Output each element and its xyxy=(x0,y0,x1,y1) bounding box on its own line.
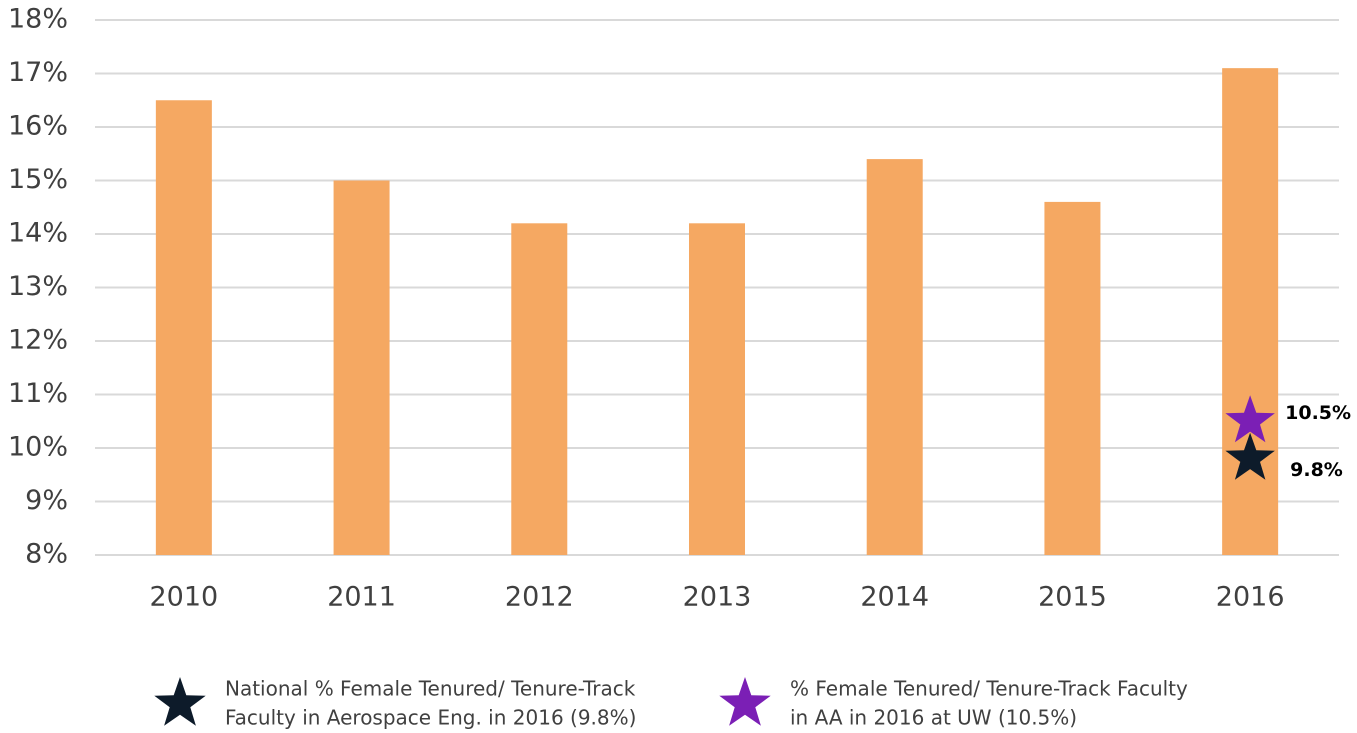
x-tick-label: 2013 xyxy=(683,582,752,613)
x-tick-label: 2012 xyxy=(505,582,574,613)
legend-label: % Female Tenured/ Tenure-Track Faculty xyxy=(790,677,1188,701)
x-tick-label: 2015 xyxy=(1038,582,1107,613)
bar xyxy=(1044,201,1101,555)
y-tick-label: 8% xyxy=(25,539,68,570)
x-tick-label: 2010 xyxy=(149,582,218,613)
x-tick-label: 2016 xyxy=(1216,582,1285,613)
legend-star xyxy=(719,677,771,726)
y-tick-label: 11% xyxy=(8,378,68,409)
legend-star xyxy=(154,677,206,726)
bar xyxy=(1222,68,1279,556)
value-label: 10.5% xyxy=(1285,402,1351,424)
legend-label: in AA in 2016 at UW (10.5%) xyxy=(790,706,1077,730)
y-tick-label: 12% xyxy=(8,325,68,356)
star-marker xyxy=(1225,395,1275,443)
y-tick-label: 14% xyxy=(8,218,68,249)
y-tick-label: 15% xyxy=(8,164,68,195)
y-tick-label: 10% xyxy=(8,432,68,463)
y-tick-label: 17% xyxy=(8,57,68,88)
y-tick-label: 18% xyxy=(8,4,68,35)
legend-label: National % Female Tenured/ Tenure-Track xyxy=(225,677,636,701)
bar xyxy=(155,100,212,555)
bar xyxy=(511,223,568,556)
legend-label: Faculty in Aerospace Eng. in 2016 (9.8%) xyxy=(225,706,636,730)
bar xyxy=(866,159,923,555)
star-marker xyxy=(1225,432,1275,480)
value-label: 9.8% xyxy=(1290,459,1343,481)
bar xyxy=(689,223,745,556)
bar xyxy=(333,180,390,555)
y-tick-label: 16% xyxy=(8,111,68,142)
y-tick-label: 13% xyxy=(8,271,68,302)
x-tick-label: 2011 xyxy=(327,582,396,613)
x-tick-label: 2014 xyxy=(860,582,929,613)
y-tick-label: 9% xyxy=(25,485,68,516)
